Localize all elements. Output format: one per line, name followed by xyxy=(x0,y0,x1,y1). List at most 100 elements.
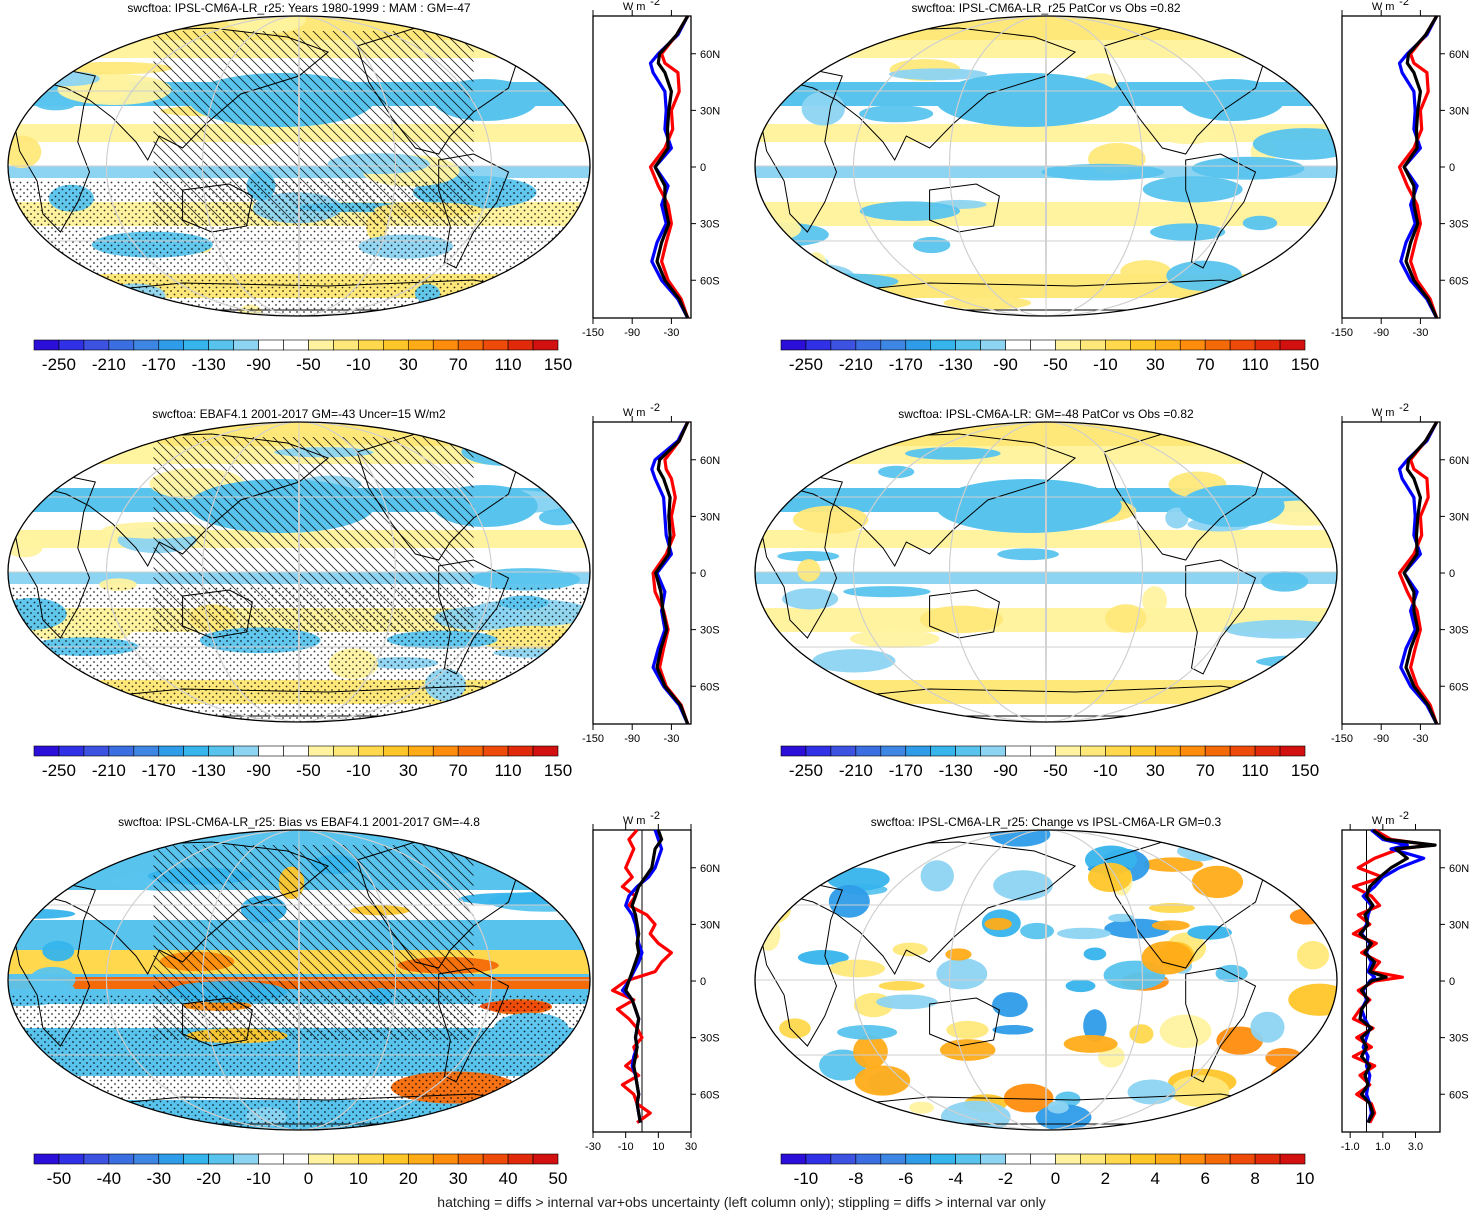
field-blob xyxy=(805,1098,866,1121)
colorbar-swatch xyxy=(1279,339,1306,351)
field-blob xyxy=(792,505,869,534)
field-blob xyxy=(876,994,938,1010)
field-blob xyxy=(993,870,1053,901)
colorbar-swatch xyxy=(955,339,981,351)
profile-series-line xyxy=(611,828,674,1124)
profile-ytick-label: 30S xyxy=(700,1033,720,1045)
field-blob xyxy=(8,536,44,558)
profile-frame xyxy=(1341,421,1441,725)
colorbar-tick-label: -50 xyxy=(1043,761,1068,780)
profile-unit-superscript: -2 xyxy=(1399,0,1409,8)
field-blob xyxy=(755,459,792,494)
graticule-lon xyxy=(201,16,397,316)
profile-series-line xyxy=(624,829,664,1123)
colorbar-swatch xyxy=(930,745,956,757)
colorbar-swatch xyxy=(507,1153,534,1165)
colorbar-swatch xyxy=(905,1153,932,1165)
graticule-lon xyxy=(298,830,300,1130)
field-blob xyxy=(814,285,854,298)
profile-xtick-label: -30 xyxy=(1412,327,1428,339)
field-blob xyxy=(797,950,849,965)
colorbar-tick-label: 150 xyxy=(1291,761,1319,780)
colorbar-swatch xyxy=(1204,339,1231,351)
field-blob xyxy=(781,422,884,442)
field-blob xyxy=(1063,1034,1118,1053)
colorbar-tick-label: 8 xyxy=(1250,1169,1259,1188)
colorbar-swatch xyxy=(532,1153,559,1165)
field-blob xyxy=(1120,260,1172,283)
profile-ytick-label: 30N xyxy=(1449,511,1469,523)
colorbar-swatch xyxy=(258,745,284,757)
field-blob xyxy=(1127,1079,1176,1105)
map-panel xyxy=(7,15,591,317)
colorbar-swatch xyxy=(233,745,259,757)
colorbar-tick-label: 30 xyxy=(449,1169,468,1188)
graticule-lon xyxy=(1045,16,1047,316)
colorbar-swatch xyxy=(1105,745,1131,757)
field-blob xyxy=(1216,1026,1263,1055)
profile-ytick-label: 60S xyxy=(700,275,720,287)
field-blob xyxy=(755,871,774,892)
colorbar-tick-label: 10 xyxy=(349,1169,368,1188)
colorbar-swatch xyxy=(780,339,807,351)
colorbar-swatch xyxy=(1105,339,1131,351)
map-field xyxy=(8,16,590,316)
colorbar-tick-label: -170 xyxy=(889,355,923,374)
colorbar-swatch xyxy=(930,1153,956,1165)
colorbar-tick-label: -8 xyxy=(848,1169,863,1188)
coastline-greenland xyxy=(1243,21,1292,53)
graticule-lon xyxy=(298,422,300,722)
graticule-lon xyxy=(948,830,1144,1130)
colorbar-swatch xyxy=(33,339,60,351)
field-blob xyxy=(782,263,855,289)
profile-xtick-label: -30 xyxy=(1412,733,1428,745)
coastline-eurasia xyxy=(783,841,1077,976)
colorbar-swatch xyxy=(283,339,309,351)
panel-title: swcftoa: IPSL-CM6A-LR_r25: Change vs IPS… xyxy=(871,815,1222,829)
map-panel xyxy=(7,421,591,723)
colorbar-tick-label: 70 xyxy=(449,355,468,374)
colorbar-tick-label: 30 xyxy=(399,761,418,780)
colorbar-swatch xyxy=(980,339,1006,351)
profile-xtick-label: 30 xyxy=(685,1141,697,1153)
colorbar-swatch xyxy=(208,1153,234,1165)
field-blob xyxy=(849,629,940,648)
colorbar-swatch xyxy=(432,1153,459,1165)
zonal-mean-profile: 60N 30N 0 30S 60S -150 -90 -30 W m -2 xyxy=(582,402,720,745)
colorbar: -10 -8 -6 -4 -2 0 2 4 6 8 10 xyxy=(780,1153,1314,1188)
figure-footer-note: hatching = diffs > internal var+obs unce… xyxy=(437,1194,1046,1210)
coastline-africa xyxy=(760,475,843,639)
coastline-greenland xyxy=(1243,427,1292,459)
field-blob xyxy=(843,586,931,598)
colorbar-tick-label: -50 xyxy=(296,355,321,374)
colorbar-swatch xyxy=(308,1153,334,1165)
colorbar-swatch xyxy=(880,1153,907,1165)
colorbar-swatch xyxy=(333,339,359,351)
coastline-greenland xyxy=(496,427,545,459)
field-blob xyxy=(770,1069,794,1097)
coastline-africa xyxy=(760,883,843,1047)
profile-unit-superscript: -2 xyxy=(650,810,660,822)
colorbar-swatch xyxy=(1080,339,1106,351)
colorbar-swatch xyxy=(905,339,932,351)
field-blob xyxy=(812,649,896,673)
zonal-mean-profile: 60N 30N 0 30S 60S -150 -90 -30 W m -2 xyxy=(1331,0,1469,339)
colorbar-swatch xyxy=(432,339,459,351)
colorbar-swatch xyxy=(258,339,284,351)
colorbar-swatch xyxy=(1254,745,1281,757)
zonal-mean-profile: 60N 30N 0 30S 60S -1.0 1.0 3.0 W m -2 xyxy=(1341,810,1470,1153)
graticule-lon xyxy=(1045,830,1047,1130)
field-blob xyxy=(1142,586,1167,615)
colorbar-swatch xyxy=(1229,1153,1256,1165)
profile-xtick-label: 10 xyxy=(652,1141,664,1153)
profile-xtick-label: -90 xyxy=(1373,327,1389,339)
profile-xtick-label: -30 xyxy=(663,327,679,339)
map-panel xyxy=(754,15,1338,317)
colorbar-swatch xyxy=(482,745,509,757)
field-blob xyxy=(828,885,870,918)
field-blob xyxy=(809,1094,871,1118)
colorbar: -250 -210 -170 -130 -90 -50 -10 30 70 110 150 xyxy=(780,745,1319,780)
colorbar-swatch xyxy=(1105,1153,1131,1165)
profile-series-line xyxy=(1397,421,1439,725)
colorbar-swatch xyxy=(283,745,309,757)
